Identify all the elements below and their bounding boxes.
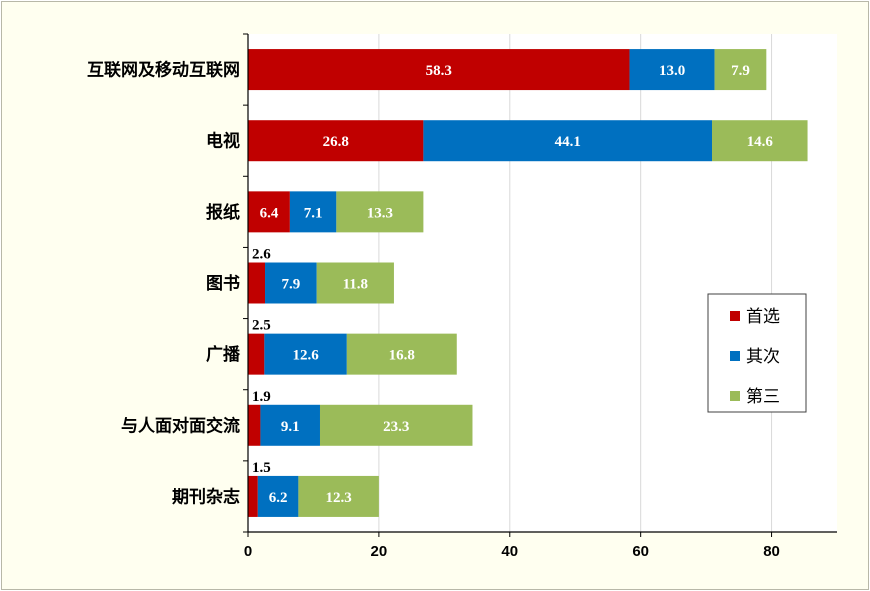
bar-segment	[319, 404, 473, 446]
bar-segment	[248, 191, 290, 233]
data-label: 6.4	[260, 205, 279, 221]
legend-box	[707, 293, 807, 413]
x-tick-label: 80	[763, 543, 780, 560]
legend-swatch	[730, 391, 740, 401]
bar-segment	[248, 475, 258, 517]
category-label: 互联网及移动互联网	[87, 60, 240, 81]
bar-segment	[248, 120, 424, 162]
category-label: 报纸	[206, 202, 240, 223]
bar-segment	[714, 49, 767, 91]
data-label: 7.9	[731, 63, 750, 79]
bar-segment	[248, 49, 630, 91]
data-label: 9.1	[281, 419, 300, 435]
data-label: 12.6	[292, 348, 319, 364]
bar-segment	[264, 333, 347, 375]
data-label: 12.3	[326, 490, 352, 506]
data-label: 44.1	[555, 134, 581, 150]
category-label: 广播	[206, 344, 241, 365]
data-label: 2.5	[252, 318, 271, 334]
bar-segment	[298, 475, 379, 517]
bar-segment	[257, 475, 299, 517]
bar-segment	[712, 120, 808, 162]
x-tick-label: 0	[244, 543, 252, 560]
data-label: 11.8	[343, 277, 368, 293]
data-label: 6.2	[269, 490, 288, 506]
category-label: 电视	[206, 131, 240, 152]
data-label: 16.8	[389, 348, 415, 364]
data-label: 26.8	[323, 134, 349, 150]
data-label: 58.3	[426, 63, 452, 79]
bar-segment	[248, 333, 265, 375]
bar-segment	[265, 262, 317, 304]
bar-segment	[248, 262, 266, 304]
category-label: 期刊杂志	[172, 486, 240, 507]
bar-segment	[346, 333, 457, 375]
data-label: 13.3	[367, 205, 393, 221]
legend-label: 其次	[746, 347, 780, 367]
bar-segment	[336, 191, 424, 233]
x-tick-label: 60	[632, 543, 649, 560]
data-label: 1.5	[252, 460, 271, 476]
data-label: 1.9	[252, 389, 271, 405]
bar-segment	[629, 49, 715, 91]
data-label: 14.6	[747, 134, 774, 150]
bar-segment	[316, 262, 394, 304]
legend-swatch	[730, 311, 740, 321]
bar-segment	[260, 404, 320, 446]
legend-swatch	[730, 351, 740, 361]
bar-segment	[248, 404, 261, 446]
bars: 58.3 13.0 7.9 26.8 44.1 14.6 6.4 7.1 13.3 2.6 7.9 1…	[248, 49, 808, 517]
data-label: 2.6	[252, 247, 271, 263]
bar-segment	[423, 120, 713, 162]
legend-label: 第三	[746, 387, 780, 407]
bar-segment	[289, 191, 337, 233]
data-label: 23.3	[383, 419, 409, 435]
category-label: 与人面对面交流	[121, 415, 240, 436]
data-label: 7.9	[281, 277, 300, 293]
data-label: 13.0	[659, 63, 685, 79]
x-tick-label: 40	[501, 543, 518, 560]
category-label: 图书	[206, 274, 240, 294]
legend-label: 首选	[746, 307, 780, 327]
x-tick-label: 20	[371, 543, 388, 560]
data-label: 7.1	[304, 205, 323, 221]
